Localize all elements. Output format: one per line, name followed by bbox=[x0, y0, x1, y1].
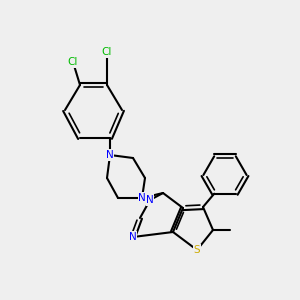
Text: N: N bbox=[106, 150, 114, 160]
Text: N: N bbox=[146, 195, 154, 205]
Text: Cl: Cl bbox=[68, 57, 78, 67]
Text: N: N bbox=[129, 232, 137, 242]
Text: Cl: Cl bbox=[102, 47, 112, 57]
Text: N: N bbox=[138, 193, 146, 203]
Text: S: S bbox=[194, 245, 200, 255]
